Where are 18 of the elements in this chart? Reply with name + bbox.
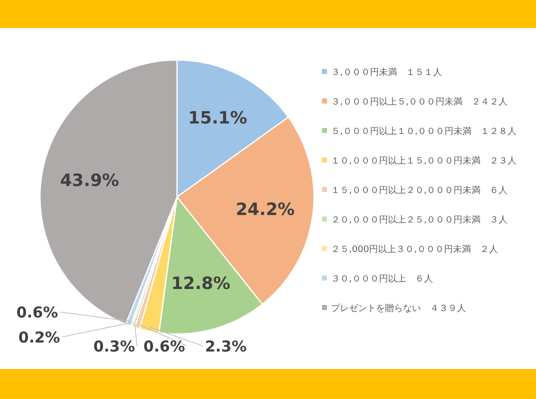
legend-label: ３０,０００円以上 ６人 — [331, 274, 433, 285]
data-label: 12.8% — [171, 274, 230, 294]
data-label: 15.1% — [188, 108, 248, 129]
data-label: 24.2% — [236, 200, 295, 220]
legend-label: １０,０００円以上１５,０００円未満 ２３人 — [331, 156, 517, 167]
legend-label: ３,０００円以上５,０００円未満 ２４２人 — [331, 96, 508, 108]
data-label: 0.6% — [16, 303, 58, 322]
legend-label: ３,０００円未満 １５１人 — [331, 67, 442, 78]
data-label: 43.9% — [60, 170, 120, 191]
data-label: 0.2% — [18, 328, 60, 346]
legend-label: ５,０００円以上１０,０００円未満 １２８人 — [331, 126, 517, 138]
data-label: 2.3% — [205, 337, 247, 356]
legend-label: ２０,０００円以上２５,０００円未満 ３人 — [331, 214, 508, 226]
data-label: 0.6% — [143, 337, 185, 356]
data-label: 0.3% — [93, 337, 135, 356]
legend-label: プレゼントを贈らない ４３９人 — [331, 303, 466, 314]
legend-label: １５,０００円以上２０,０００円未満 ６人 — [331, 185, 508, 196]
legend-label: ２５,000円以上３０,０００円未満 ２人 — [331, 244, 498, 256]
